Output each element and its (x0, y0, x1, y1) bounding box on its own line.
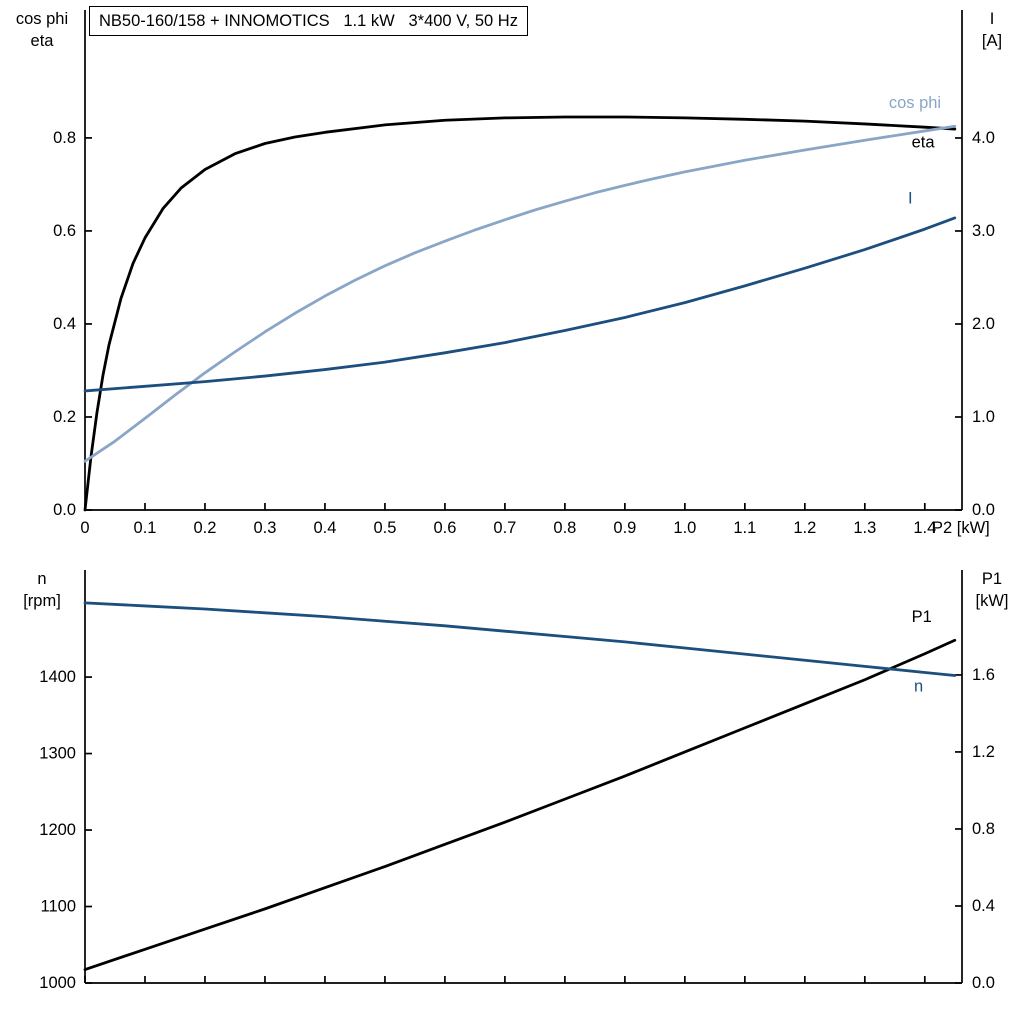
x-tick-label: 0.4 (313, 519, 336, 537)
left-tick-label: 1300 (39, 745, 76, 763)
right-tick-label: 4.0 (972, 129, 995, 147)
top-right-axis-title: I (990, 10, 995, 28)
series-label-n: n (914, 677, 923, 695)
left-tick-label: 1200 (39, 821, 76, 839)
x-axis-unit-label: P2 [kW] (932, 519, 990, 537)
left-tick-label: 0.4 (53, 315, 76, 333)
left-tick-label: 1100 (41, 898, 76, 916)
right-tick-label: 3.0 (972, 222, 995, 240)
right-tick-label: 1.0 (972, 408, 995, 426)
right-tick-label: 0.4 (972, 897, 995, 915)
series-label-cos-phi: cos phi (889, 94, 941, 112)
series-n (83, 601, 957, 677)
bottom-right-axis-title: P1 (982, 570, 1002, 588)
right-tick-label: 2.0 (972, 315, 995, 333)
right-tick-label: 0.0 (972, 974, 995, 992)
top-left-axis-title: eta (31, 32, 55, 50)
right-tick-label: 1.6 (972, 666, 995, 684)
left-tick-label: 1400 (39, 668, 76, 686)
x-tick-label: 0.3 (253, 519, 276, 537)
bottom-right-axis-title: [kW] (976, 592, 1009, 610)
chart-title: NB50-160/158 + INNOMOTICS 1.1 kW 3*400 V… (89, 6, 528, 37)
x-tick-label: 0.1 (134, 519, 157, 537)
series-label-eta: eta (912, 134, 936, 152)
right-tick-label: 0.0 (972, 501, 995, 519)
x-tick-label: 1.1 (733, 519, 756, 537)
x-tick-label: 1.4 (913, 519, 936, 537)
series-cos-phi (83, 124, 957, 463)
series-eta (83, 115, 957, 512)
series-I (83, 216, 957, 393)
right-tick-label: 1.2 (972, 743, 995, 761)
x-tick-label: 0.8 (553, 519, 576, 537)
x-tick-label: 0.2 (194, 519, 217, 537)
top-left-axis-title: cos phi (16, 10, 68, 28)
bottom-left-axis-title: n (37, 570, 46, 588)
x-tick-label: 0.9 (613, 519, 636, 537)
x-tick-label: 1.3 (853, 519, 876, 537)
bottom-left-axis-title: [rpm] (23, 592, 61, 610)
left-tick-label: 0.6 (53, 222, 76, 240)
left-tick-label: 0.8 (53, 129, 76, 147)
left-tick-label: 0.2 (53, 408, 76, 426)
right-tick-label: 0.8 (972, 820, 995, 838)
top-right-axis-title: [A] (982, 32, 1002, 50)
series-P1 (83, 638, 957, 971)
series-label-P1: P1 (912, 608, 932, 626)
left-tick-label: 0.0 (53, 501, 76, 519)
x-tick-label: 0.5 (373, 519, 396, 537)
left-tick-label: 1000 (39, 974, 76, 992)
x-tick-label: 0.6 (433, 519, 456, 537)
x-tick-label: 0 (80, 519, 89, 537)
x-tick-label: 1.2 (793, 519, 816, 537)
x-tick-label: 0.7 (493, 519, 516, 537)
x-tick-label: 1.0 (673, 519, 696, 537)
series-label-I: I (908, 189, 913, 207)
